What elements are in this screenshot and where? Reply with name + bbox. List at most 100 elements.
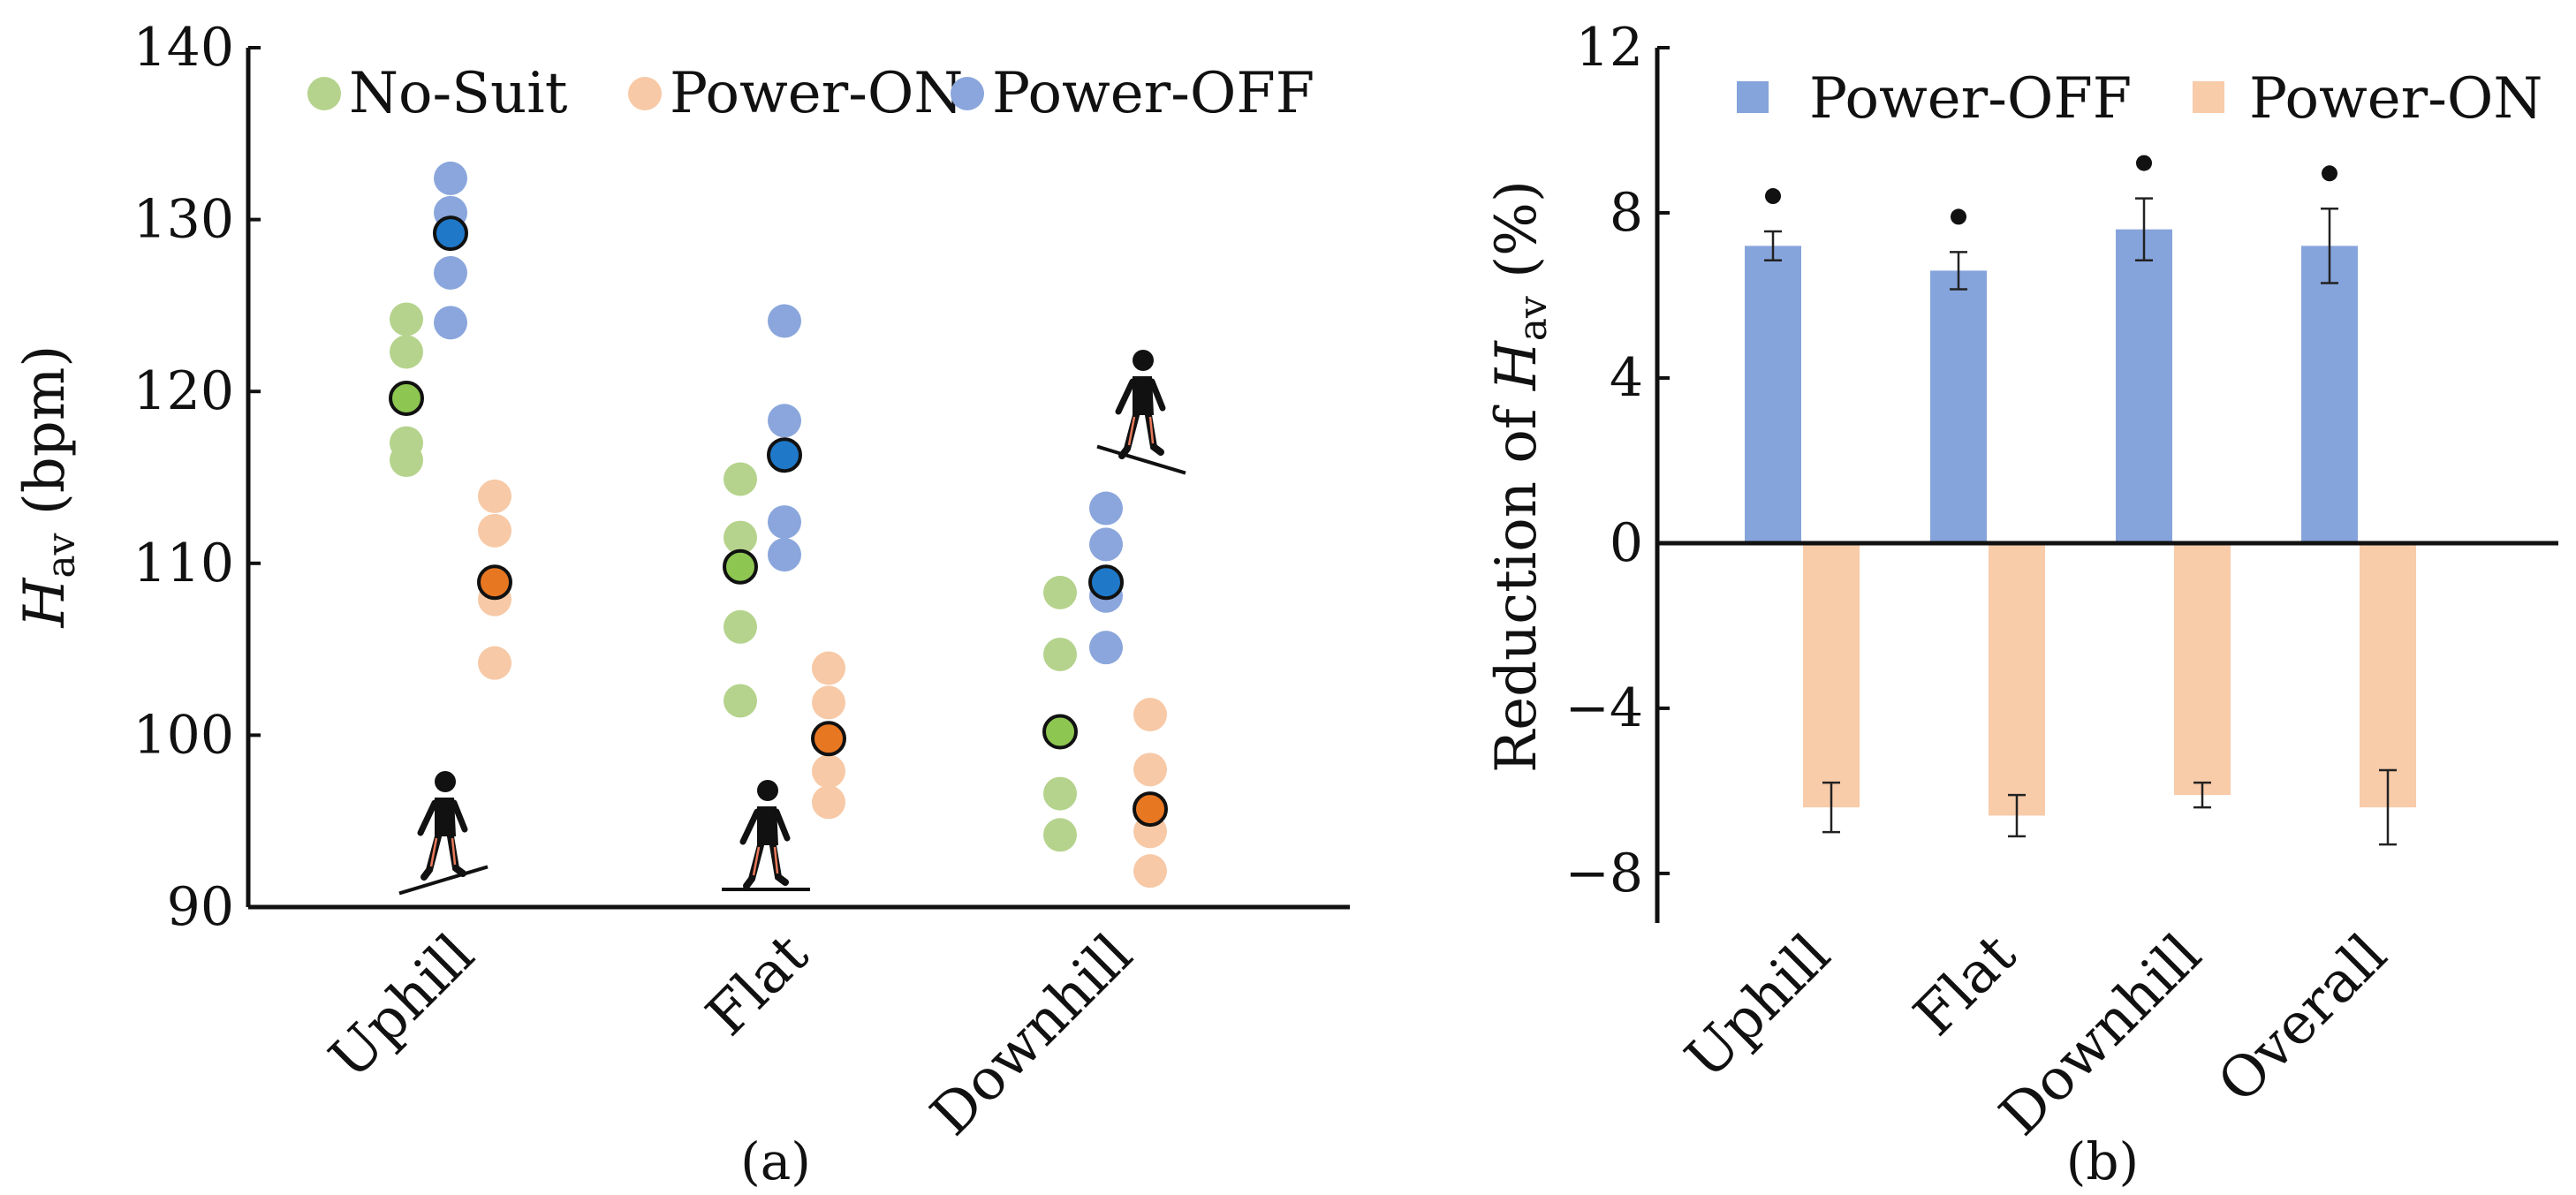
panel-a-mean-power-on xyxy=(811,721,846,757)
panel-a-point-no-suit xyxy=(390,443,423,478)
panel-a-point-power-on xyxy=(1133,854,1167,889)
panel-b-legend-label: Power-OFF xyxy=(1809,66,2132,132)
walker-arm-front xyxy=(773,808,791,842)
panel-b-bar-power-on xyxy=(2174,542,2231,796)
panel-a-point-power-off xyxy=(1089,527,1123,562)
panel-a-point-power-off xyxy=(768,538,801,572)
panel-b-legend-marker xyxy=(1737,81,1769,113)
panel-b-bar-power-on xyxy=(2360,542,2416,808)
panel-a-legend-label: Power-ON xyxy=(670,61,963,126)
walker-arm-back xyxy=(739,808,761,845)
walker-exosuit-cable xyxy=(429,837,457,867)
panel-a-point-no-suit xyxy=(1043,776,1077,811)
panel-a-y-tick-label: 110 xyxy=(133,533,234,594)
panel-a-point-no-suit xyxy=(724,520,757,555)
walker-torso xyxy=(757,806,778,845)
panel-a-y-tick-label: 120 xyxy=(133,360,234,422)
panel-b-significance-dot xyxy=(2136,155,2152,171)
panel-b-y-tick-label: 4 xyxy=(1610,347,1643,409)
panel-a-y-tick-label: 130 xyxy=(133,189,234,251)
panel-a-x-label-downhill: Downhill xyxy=(919,922,1145,1148)
panel-b-x-label-flat: Flat xyxy=(1902,922,2029,1049)
walker-ground-line xyxy=(398,865,489,896)
panel-a-point-power-on xyxy=(812,651,845,685)
panel-a-point-no-suit xyxy=(390,335,423,369)
panel-b-caption: (b) xyxy=(2066,1131,2139,1191)
walker-head xyxy=(1133,350,1154,371)
panel-a-point-power-on xyxy=(478,513,511,548)
panel-a-y-tick-label: 100 xyxy=(133,704,234,766)
walker-arm-back xyxy=(1115,378,1136,415)
panel-b-bar-power-on xyxy=(1989,542,2045,816)
panel-b-y-tick-label: −4 xyxy=(1565,677,1643,739)
walker-arm-front xyxy=(451,799,468,833)
panel-a-x-label-flat: Flat xyxy=(694,922,822,1049)
walking-person-icon xyxy=(1096,350,1186,475)
panel-a-mean-power-off xyxy=(1088,564,1124,601)
panel-a-y-axis-label: Hav (bpm) xyxy=(12,345,84,629)
panel-a-point-power-off xyxy=(434,255,467,290)
walker-arm-front xyxy=(1148,378,1166,412)
panel-a-mean-power-off xyxy=(433,216,468,252)
panel-b-bar-power-off xyxy=(2301,246,2358,543)
walking-person-icon xyxy=(398,771,489,896)
panel-b-legend-marker xyxy=(2193,81,2224,113)
panel-a-point-power-on xyxy=(478,479,511,513)
panel-a-point-power-off xyxy=(768,304,801,338)
panel-a-point-no-suit xyxy=(1043,575,1077,609)
panel-a-mean-power-off xyxy=(767,437,802,473)
panel-a-point-no-suit xyxy=(724,609,757,644)
panel-a-point-no-suit xyxy=(724,462,757,496)
panel-a-point-power-on xyxy=(812,785,845,820)
panel-a-x-label-uphill: Uphill xyxy=(317,922,487,1092)
panel-a-point-no-suit xyxy=(390,302,423,337)
panel-a-legend-marker xyxy=(628,77,662,110)
panel-b-x-label-downhill: Downhill xyxy=(1988,922,2214,1148)
panel-b-y-tick-label: 12 xyxy=(1576,17,1643,79)
panel-a-point-power-on xyxy=(1133,753,1167,787)
walker-arm-back xyxy=(417,799,438,836)
panel-a-mean-no-suit xyxy=(723,548,758,585)
panel-b-significance-dot xyxy=(1765,188,1781,205)
panel-a-caption: (a) xyxy=(740,1131,811,1191)
walker-torso xyxy=(435,798,456,836)
panel-b-bar-power-off xyxy=(1930,270,1987,543)
panel-a-point-no-suit xyxy=(1043,818,1077,852)
panel-b-bar-power-on xyxy=(1803,542,1860,808)
panel-b-y-tick-label: 0 xyxy=(1610,512,1643,574)
panel-a-y-tick-label: 140 xyxy=(133,17,234,79)
panel-a-point-power-on xyxy=(478,646,511,680)
walker-head xyxy=(757,780,778,801)
walking-person-icon xyxy=(722,780,810,891)
panel-b-y-tick-label: −8 xyxy=(1565,843,1643,904)
panel-b-y-axis-label: Reduction of Hav (%) xyxy=(1484,180,1556,773)
walker-torso xyxy=(1133,376,1154,415)
panel-b-bar-power-off xyxy=(1745,246,1801,543)
panel-b-significance-dot xyxy=(2322,165,2337,182)
panel-b-x-label-uphill: Uphill xyxy=(1673,922,1843,1092)
panel-a-mean-no-suit xyxy=(389,380,424,416)
panel-a-legend-label: No-Suit xyxy=(349,61,568,126)
panel-a-mean-power-on xyxy=(1133,791,1168,828)
panel-a-point-power-off xyxy=(1089,631,1123,665)
panel-a-mean-power-on xyxy=(477,564,512,601)
panel-b-significance-dot xyxy=(1951,208,1966,225)
panel-a-point-power-off xyxy=(1089,491,1123,526)
panel-a-point-power-off xyxy=(768,404,801,438)
panel-b-legend-label: Power-ON xyxy=(2249,66,2542,132)
walker-exosuit-cable xyxy=(1127,416,1155,446)
panel-a-point-power-off xyxy=(434,306,467,340)
panel-a-point-no-suit xyxy=(724,684,757,718)
walker-head xyxy=(435,771,456,792)
panel-a-legend-marker xyxy=(951,77,984,110)
panel-a-point-power-off xyxy=(768,505,801,540)
panel-b-y-tick-label: 8 xyxy=(1610,182,1643,244)
walker-ground-line xyxy=(1096,444,1186,475)
panel-a-point-power-on xyxy=(812,685,845,720)
panel-b-bar-power-off xyxy=(2116,229,2172,543)
panel-a-legend-marker xyxy=(307,77,341,110)
panel-a-point-no-suit xyxy=(1043,637,1077,671)
panel-a-y-tick-label: 90 xyxy=(167,876,234,938)
panel-a-point-power-on xyxy=(812,754,845,789)
